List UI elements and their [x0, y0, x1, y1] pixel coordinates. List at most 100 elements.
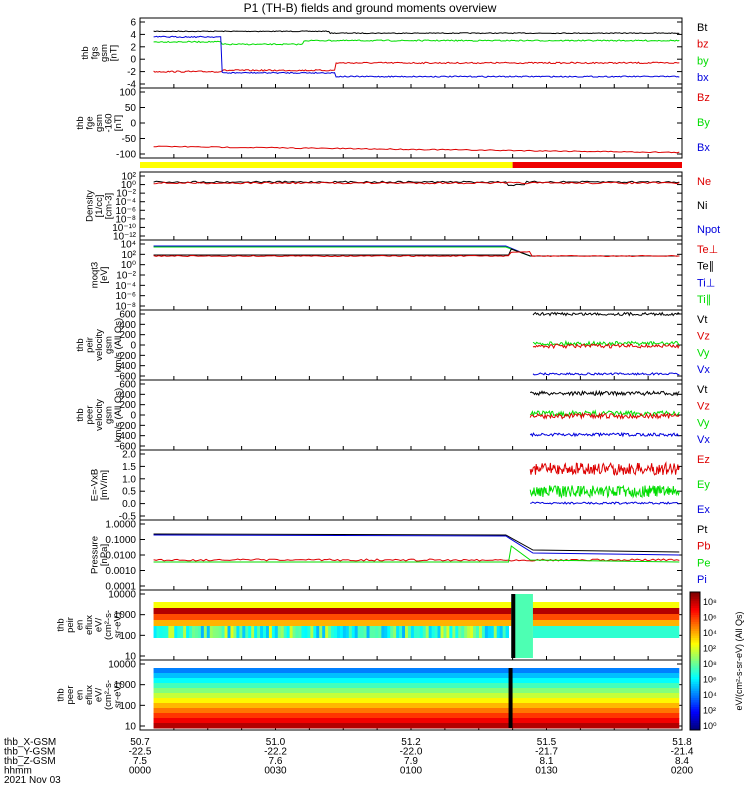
spectro-cell — [162, 626, 166, 638]
spectro-cell — [313, 626, 317, 638]
ylabel-peirv: thb — [75, 338, 86, 351]
spectro-cell — [307, 626, 311, 638]
series-vt-peir — [532, 311, 680, 317]
spectro-band — [153, 614, 680, 620]
legend-vx: Vx — [697, 364, 710, 376]
legend-pi: Pi — [697, 574, 707, 586]
ylabel-pressure: [nPa] — [99, 544, 110, 566]
spectro-cell — [316, 626, 320, 638]
spectro-cell — [153, 626, 158, 638]
series-bx — [153, 35, 680, 78]
colorbar-cell — [690, 617, 700, 621]
colorbar-cell — [690, 716, 700, 719]
spectro-cell — [339, 626, 344, 638]
colorbar-cell — [690, 697, 700, 701]
colorbar-cell — [690, 633, 700, 637]
colorbar-cell — [690, 598, 700, 602]
legend-vy: Vy — [697, 347, 710, 359]
ytick-label-pressure: 0.1000 — [105, 535, 136, 546]
colorbar-cell — [690, 647, 700, 650]
ylabel-temp: [eV] — [99, 267, 110, 284]
spectro-cell — [292, 626, 297, 638]
colorbar-cell — [690, 725, 700, 729]
ytick-label-peerv: 0 — [130, 411, 136, 422]
ytick-label-peirspec: 100 — [119, 631, 136, 642]
legend-te∥: Te∥ — [697, 261, 714, 273]
plot-title: P1 (TH-B) fields and ground moments over… — [243, 1, 497, 15]
spectro-cell — [458, 626, 462, 638]
spectro-cell — [283, 626, 288, 638]
spectro-cell — [410, 626, 415, 638]
colorbar-frame — [689, 591, 701, 731]
xaxis-value: -22.5 — [129, 747, 152, 758]
colorbar-tick: 10⁸ — [703, 659, 717, 669]
colorbar-cell — [690, 690, 700, 694]
spectro-cell — [209, 626, 214, 638]
ylabel-fgs: gsm — [99, 44, 110, 62]
spectro-cell — [372, 626, 376, 638]
colorbar-cell — [690, 594, 700, 598]
spectro-cell — [493, 626, 498, 638]
colorbar-cell — [690, 624, 700, 627]
spectro-cell — [419, 626, 424, 638]
spectro-cell — [390, 626, 394, 638]
spectro-row — [153, 718, 680, 724]
legend-te⊥: Te⊥ — [697, 244, 718, 256]
ytick-label-fge: 0 — [130, 119, 136, 130]
ytick-label-temp: 10² — [122, 250, 137, 261]
spectro-cell — [325, 626, 329, 638]
spectro-cell — [203, 626, 208, 638]
ytick-label-peirv: 200 — [119, 330, 136, 341]
legend-pb: Pb — [697, 541, 710, 553]
spectro-cell — [171, 626, 175, 638]
ylabel-peerspec: en — [75, 690, 86, 701]
ylabel-peerv: peer — [85, 405, 96, 424]
spectro-cell — [183, 626, 187, 638]
spectro-cell — [360, 626, 365, 638]
legend-bt: Bt — [697, 22, 707, 34]
ytick-label-peerv: 200 — [119, 400, 136, 411]
ytick-label-peerv: -400 — [116, 431, 136, 442]
ytick-label-temp: 10⁻⁶ — [115, 291, 136, 302]
xaxis-value: 7.5 — [133, 756, 147, 767]
spectro-cell — [502, 626, 507, 638]
ylabel-peerspec: (cm²-s- — [103, 680, 114, 710]
spectro-cell — [197, 626, 202, 638]
spectro-cell — [381, 626, 385, 638]
spectro-cell — [440, 626, 444, 638]
spectro-cell — [470, 626, 474, 638]
ylabel-peirspec: eV/ — [94, 618, 105, 633]
legend-by: by — [697, 55, 709, 67]
colorbar-tick: 10⁴ — [703, 690, 717, 700]
ylabel-peerspec: peer — [65, 685, 76, 704]
spectro-cell — [236, 626, 240, 638]
colorbar-cell — [690, 688, 700, 692]
colorbar-cell — [690, 626, 700, 630]
ytick-label-peerspec: 100 — [119, 701, 136, 712]
spectro-cell — [180, 626, 184, 638]
series-pt — [153, 533, 680, 553]
spectro-cell — [268, 626, 273, 638]
colorbar-cell — [690, 663, 700, 667]
series-ex — [530, 501, 680, 505]
spectro-cell — [257, 626, 261, 638]
ylabel-peirspec: peir — [65, 617, 76, 633]
colorbar-cell — [690, 684, 700, 687]
xaxis-value: -22.0 — [400, 747, 423, 758]
spectro-cell — [301, 626, 305, 638]
spectro-cell — [384, 626, 388, 638]
spectro-cell — [413, 626, 418, 638]
ytick-label-density: 10⁻¹² — [113, 232, 137, 243]
colorbar-cell — [690, 610, 700, 614]
colorbar-tick: 10⁴ — [703, 628, 717, 638]
spectro-band — [153, 620, 680, 626]
spectrogram-peer — [153, 668, 680, 729]
xaxis-value: 50.7 — [130, 737, 150, 748]
spectro-cell — [212, 626, 217, 638]
xaxis-value: 0200 — [671, 766, 694, 777]
colorbar-cell — [690, 711, 700, 715]
ylabel-density: [cm-3] — [104, 193, 115, 219]
mode-bar-fast — [512, 162, 682, 168]
spectro-cell — [396, 626, 400, 638]
